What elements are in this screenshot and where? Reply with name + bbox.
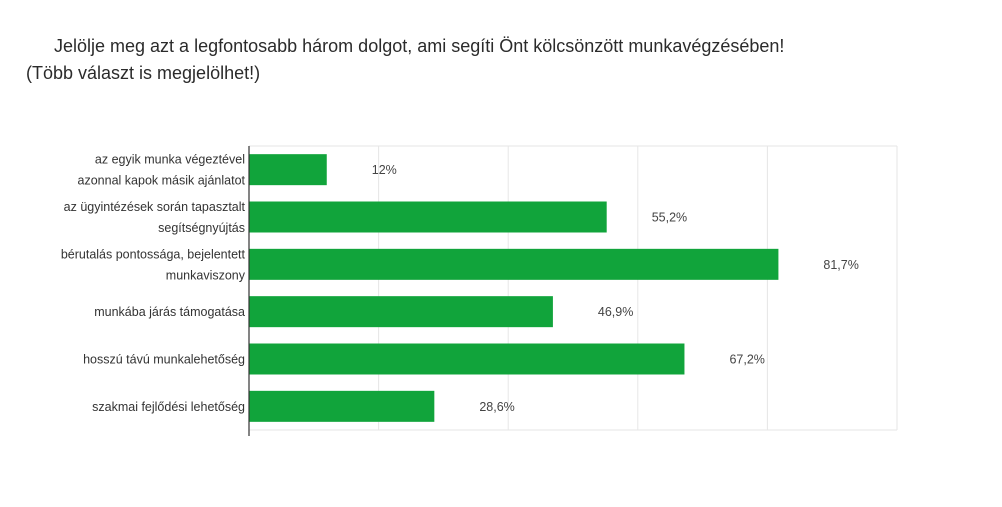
data-label: 81,7% [823,258,858,272]
category-label: azonnal kapok másik ajánlatot [78,174,246,188]
bar [249,154,327,186]
data-label: 28,6% [479,400,514,414]
category-label: munkába járás támogatása [94,305,245,319]
chart-title: Jelölje meg azt a legfontosabb három dol… [54,36,785,56]
data-label: 67,2% [729,353,764,367]
bar [249,296,553,328]
category-label: munkaviszony [166,268,246,282]
chart-title-block: Jelölje meg azt a legfontosabb három dol… [26,33,986,87]
category-label: segítségnyújtás [158,221,245,235]
bar [249,343,685,375]
category-label: az ügyintézések során tapasztalt [64,200,246,214]
bar [249,248,779,280]
data-label: 46,9% [598,305,633,319]
chart-subtitle: (Több választ is megjelölhet!) [26,63,261,83]
category-label: bérutalás pontossága, bejelentett [61,247,246,261]
category-label: hosszú távú munkalehetőség [83,353,245,367]
data-label: 12% [372,163,397,177]
bar [249,390,435,422]
category-label: szakmai fejlődési lehetőség [92,400,245,414]
bar [249,201,607,233]
data-label: 55,2% [652,211,687,225]
category-label: az egyik munka végeztével [95,153,245,167]
